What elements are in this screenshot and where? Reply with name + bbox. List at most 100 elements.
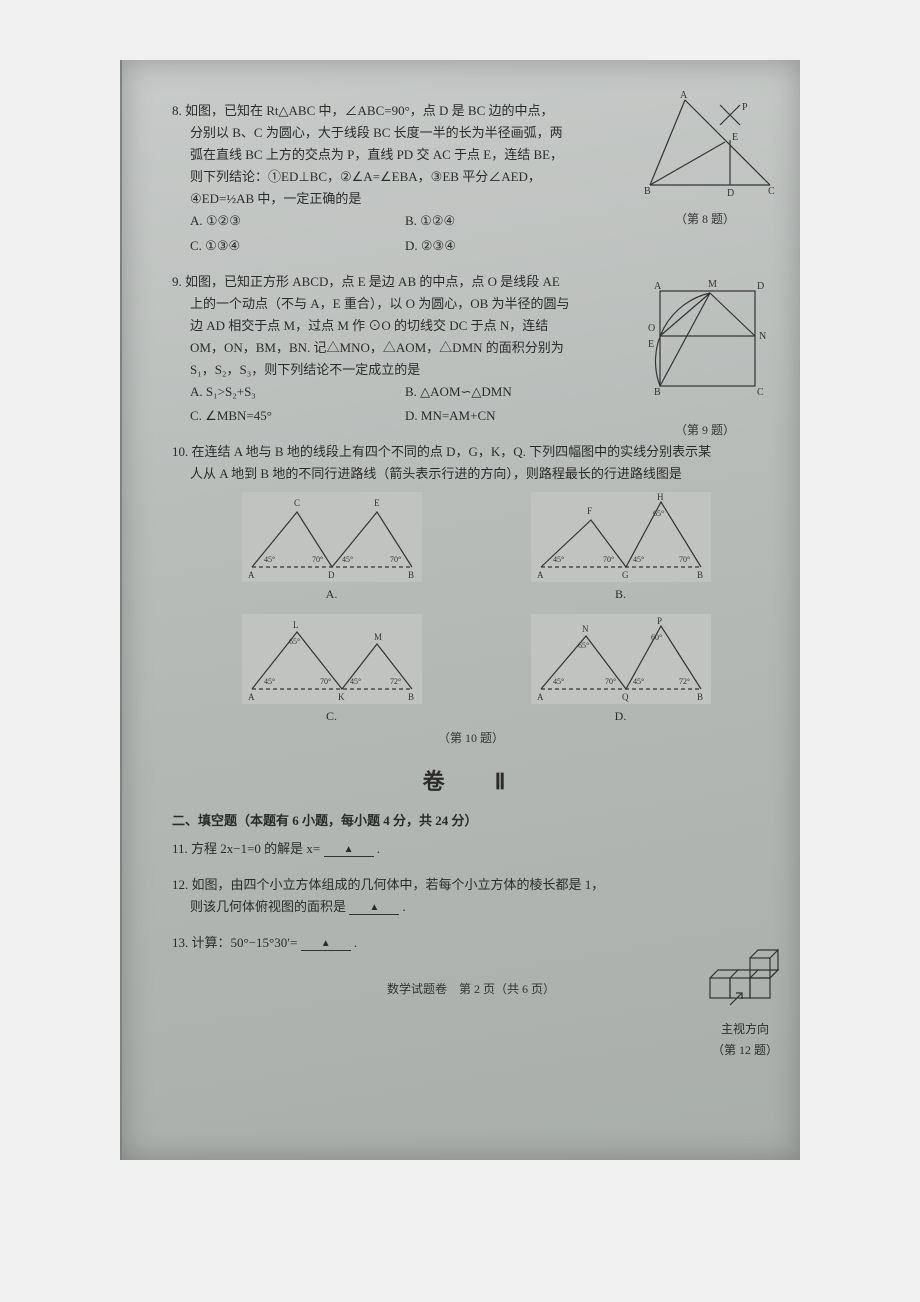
svg-text:A: A [248, 692, 255, 702]
q9-l5: S₁，S₂，S₃，则下列结论不一定成立的是 [190, 362, 420, 377]
svg-text:P: P [657, 616, 662, 626]
page-wrap: A B C D E P （第 8 题） 8. 如图，已知在 Rt△ABC 中，∠… [0, 0, 920, 1302]
q10-l1: 在连结 A 地与 B 地的线段上有四个不同的点 D，G，K，Q. 下列四幅图中的… [192, 444, 712, 459]
q8-figure: A B C D E P （第 8 题） [630, 90, 780, 229]
q9-l2: 上的一个动点（不与 A，E 重合），以 O 为圆心，OB 为半径的圆与 [190, 296, 570, 311]
q10-fig-c: A B L M K 45° 65° 70° 45° 72° [202, 614, 461, 726]
question-9: A D B C M N O E （第 9 题） 9. 如图，已知正方形 ABCD… [172, 271, 770, 428]
q8-l4: 则下列结论：①ED⊥BC，②∠A=∠EBA，③EB 平分∠AED， [190, 169, 541, 184]
svg-text:E: E [648, 339, 654, 350]
svg-text:45°: 45° [350, 677, 361, 686]
svg-text:B: B [654, 387, 661, 398]
svg-text:E: E [732, 132, 738, 143]
svg-text:C: C [768, 186, 775, 197]
q9-opt-c: C. ∠MBN=45° [190, 405, 395, 427]
question-11: 11. 方程 2x−1=0 的解是 x= ▲ . [172, 838, 770, 860]
svg-text:B: B [697, 570, 703, 580]
q8-l5: ④ED=½AB 中，一定正确的是 [190, 191, 361, 206]
q10-num: 10. [172, 444, 188, 459]
svg-text:K: K [338, 692, 345, 702]
q9-opt-d: D. MN=AM+CN [405, 405, 610, 427]
svg-text:G: G [622, 570, 629, 580]
q9-opt-b: B. △AOM∽△DMN [405, 381, 610, 403]
svg-text:C: C [757, 387, 764, 398]
svg-text:70°: 70° [679, 555, 690, 564]
q12-l2s: . [403, 899, 406, 914]
q8-opt-a: A. ①②③ [190, 210, 395, 232]
svg-text:H: H [657, 492, 664, 502]
svg-text:70°: 70° [603, 555, 614, 564]
svg-text:A: A [654, 281, 662, 292]
q11-pre: 11. 方程 2x−1=0 的解是 x= [172, 841, 320, 856]
q9-caption: （第 9 题） [630, 420, 780, 440]
q12-label1: 主视方向 [690, 1019, 800, 1039]
q10-figures: A B C E D 45° 70° 45° 70° [172, 486, 770, 727]
q8-l1: 如图，已知在 Rt△ABC 中，∠ABC=90°，点 D 是 BC 边的中点， [185, 103, 554, 118]
section-2-title: 卷 Ⅱ [172, 763, 770, 800]
q10-fig-d: A B N P Q 45° 65° 70° 45° 60° 72° [491, 614, 750, 726]
svg-text:65°: 65° [289, 637, 300, 646]
svg-text:A: A [248, 570, 255, 580]
svg-text:L: L [293, 620, 299, 630]
q12-l2p: 则该几何体俯视图的面积是 [172, 899, 346, 914]
q13-pre: 13. 计算：50°−15°30′= [172, 935, 297, 950]
svg-text:45°: 45° [553, 677, 564, 686]
q10-caption: （第 10 题） [172, 728, 770, 748]
svg-text:Q: Q [622, 692, 629, 702]
svg-text:45°: 45° [553, 555, 564, 564]
svg-text:D: D [757, 281, 764, 292]
svg-text:45°: 45° [633, 677, 644, 686]
svg-text:B: B [408, 692, 414, 702]
q8-opt-d: D. ②③④ [405, 235, 610, 257]
svg-text:A: A [537, 570, 544, 580]
svg-text:A: A [537, 692, 544, 702]
question-8: A B C D E P （第 8 题） 8. 如图，已知在 Rt△ABC 中，∠… [172, 100, 770, 257]
q8-l2: 分别以 B、C 为圆心，大于线段 BC 长度一半的长为半径画弧，两 [190, 125, 563, 140]
svg-text:72°: 72° [679, 677, 690, 686]
page-footer: 数学试题卷 第 2 页（共 6 页） [172, 979, 770, 999]
svg-text:F: F [587, 506, 592, 516]
svg-text:M: M [708, 279, 717, 290]
q9-l1: 如图，已知正方形 ABCD，点 E 是边 AB 的中点，点 O 是线段 AE [185, 274, 560, 289]
svg-text:E: E [374, 498, 380, 508]
blank-11: ▲ [324, 842, 374, 857]
q9-l3: 边 AD 相交于点 M，过点 M 作 ⊙O 的切线交 DC 于点 N，连结 [190, 318, 548, 333]
svg-text:70°: 70° [605, 677, 616, 686]
svg-text:65°: 65° [653, 509, 664, 518]
svg-text:D: D [328, 570, 335, 580]
svg-text:45°: 45° [264, 555, 275, 564]
svg-text:70°: 70° [320, 677, 331, 686]
question-12: 12. 如图，由四个小立方体组成的几何体中，若每个小立方体的棱长都是 1， 则该… [172, 874, 770, 918]
q8-num: 8. [172, 103, 182, 118]
q10-lbl-a: A. [202, 584, 461, 604]
svg-text:P: P [742, 102, 748, 113]
svg-text:O: O [648, 323, 655, 334]
svg-text:B: B [697, 692, 703, 702]
svg-text:B: B [408, 570, 414, 580]
section-2-sub: 二、填空题（本题有 6 小题，每小题 4 分，共 24 分） [172, 810, 770, 832]
svg-text:C: C [294, 498, 300, 508]
q8-l3: 弧在直线 BC 上方的交点为 P，直线 PD 交 AC 于点 E，连结 BE， [190, 147, 563, 162]
q10-lbl-b: B. [491, 584, 750, 604]
svg-text:45°: 45° [633, 555, 644, 564]
blank-12: ▲ [349, 900, 399, 915]
svg-text:45°: 45° [342, 555, 353, 564]
svg-text:N: N [582, 624, 589, 634]
q10-fig-b: A B F H G 45° 70° 45° 70° 65° [491, 492, 750, 604]
svg-text:65°: 65° [578, 641, 589, 650]
q9-figure: A D B C M N O E （第 9 题） [630, 271, 780, 440]
svg-text:45°: 45° [264, 677, 275, 686]
svg-text:60°: 60° [651, 633, 662, 642]
q8-opt-c: C. ①③④ [190, 235, 395, 257]
q9-l4: OM，ON，BM，BN. 记△MNO，△AOM，△DMN 的面积分别为 [190, 340, 564, 355]
svg-text:70°: 70° [312, 555, 323, 564]
q10-l2: 人从 A 地到 B 地的不同行进路线（箭头表示行进的方向），则路程最长的行进路线… [190, 466, 682, 481]
q10-fig-a: A B C E D 45° 70° 45° 70° [202, 492, 461, 604]
q9-opt-a: A. S₁>S₂+S₃ [190, 381, 395, 403]
q12-label2: （第 12 题） [690, 1040, 800, 1060]
svg-text:M: M [374, 632, 382, 642]
question-13: 13. 计算：50°−15°30′= ▲ . [172, 932, 770, 954]
q12-l1: 12. 如图，由四个小立方体组成的几何体中，若每个小立方体的棱长都是 1， [172, 877, 604, 892]
question-10: 10. 在连结 A 地与 B 地的线段上有四个不同的点 D，G，K，Q. 下列四… [172, 441, 770, 748]
q13-post: . [354, 935, 357, 950]
